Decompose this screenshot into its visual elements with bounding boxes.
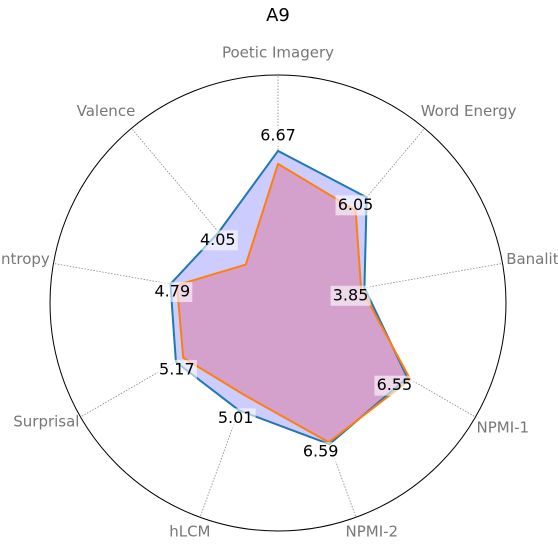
value-label: 4.79 [155, 282, 191, 301]
value-label: 6.59 [303, 442, 339, 461]
value-label-bg [156, 359, 197, 380]
grid-spoke [131, 128, 279, 304]
value-label: 3.85 [333, 285, 369, 304]
series-line [175, 162, 412, 444]
value-label: 5.01 [218, 408, 254, 427]
value-label: 5.17 [159, 359, 195, 378]
value-label-bg [300, 442, 341, 463]
axis-label: Poetic Imagery [222, 44, 334, 62]
axis-label: Word Energy [421, 102, 517, 120]
value-label: 6.05 [338, 195, 374, 214]
value-label: 4.05 [200, 230, 236, 249]
axis-label: NPMI-2 [346, 522, 399, 540]
value-label-bg [258, 125, 298, 146]
grid-spoke [277, 128, 425, 304]
value-label-bg [215, 408, 256, 429]
value-label: 6.55 [377, 375, 413, 394]
value-label-bg [152, 282, 193, 303]
axis-label: NPMI-1 [477, 419, 530, 437]
axis-label: Entropy [0, 250, 50, 268]
value-label-bg [335, 195, 376, 216]
grid-spoke [277, 263, 503, 304]
series-line [169, 149, 409, 446]
value-label: 6.67 [260, 125, 296, 144]
value-label-bg [330, 285, 371, 306]
value-label-bg [374, 375, 415, 396]
value-label-bg [197, 230, 238, 251]
outer-ring [49, 74, 507, 532]
axis-label: Valence [77, 102, 136, 120]
axis-label: hLCM [169, 522, 210, 540]
axis-label: Banality [506, 250, 558, 268]
axis-label: Surprisal [13, 413, 79, 431]
series-area [176, 163, 411, 443]
chart-title: A9 [266, 5, 290, 26]
